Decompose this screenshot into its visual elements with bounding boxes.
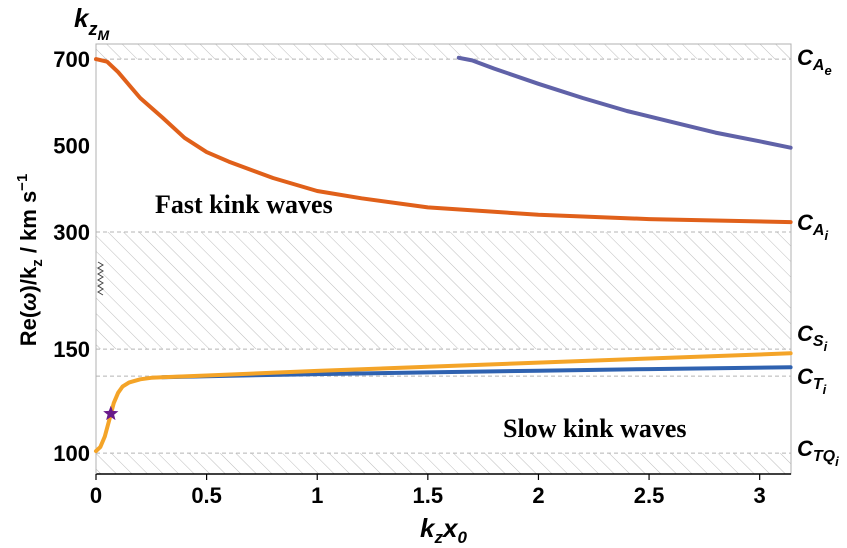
y-tick-label-2: 300: [53, 220, 90, 245]
x-tick-label-3: 1.5: [413, 483, 444, 508]
y-tick-label-4: 100: [53, 441, 90, 466]
y-tick-label-3: 150: [53, 337, 90, 362]
right-label-cti: CTi: [797, 364, 827, 397]
right-label-csi: CSi: [797, 321, 828, 354]
y-axis-label: Re(ω)/kz / km s−1: [14, 174, 46, 347]
xlabel-main2: x: [441, 513, 459, 543]
y-axis-top-title: kzM: [74, 3, 109, 43]
x-tick-label-1: 0.5: [191, 483, 222, 508]
axis-break-marker: [97, 261, 104, 296]
ticks-layer: 0 0.5 1 1.5 2 2.5 3 700 500 300 150 100: [53, 47, 766, 508]
x-tick-label-5: 2.5: [634, 483, 665, 508]
y-tick-label-1: 500: [53, 134, 90, 159]
x-axis-label: kzx0: [420, 513, 467, 547]
y-tick-label-0: 700: [53, 47, 90, 72]
ylabel-post: / km s: [16, 191, 41, 259]
y-top-title-main: k: [74, 3, 90, 33]
star-marker: [103, 405, 119, 421]
hatched-band-0: [96, 44, 791, 60]
ylabel-mid: )/k: [16, 266, 41, 292]
hatched-band-1: [96, 232, 791, 245]
hatched-band-3: [96, 453, 791, 474]
x-tick-label-2: 1: [311, 483, 323, 508]
marker-layer: [103, 405, 119, 421]
y-top-title-sub: z: [87, 19, 97, 39]
right-labels: CAe CAi CSi CTi CTQi: [797, 45, 839, 469]
y-top-title-subsub: M: [97, 27, 109, 43]
series-line-3: [94, 351, 793, 454]
xlabel-sub1: z: [433, 528, 443, 547]
xlabel-main: k: [420, 513, 436, 543]
ylabel-sup: −1: [14, 174, 31, 191]
ylabel-sub: z: [29, 259, 46, 267]
x-tick-label-4: 2: [532, 483, 544, 508]
annotation-slow-kink: Slow kink waves: [503, 414, 687, 443]
ylabel-pre: Re(: [16, 310, 41, 346]
hatched-band-2: [96, 245, 791, 350]
right-label-cai: CAi: [797, 210, 828, 243]
xlabel-sub2: 0: [457, 528, 467, 547]
x-tick-label-0: 0: [90, 483, 102, 508]
ylabel-omega: ω: [16, 292, 41, 310]
series-line-0: [94, 57, 793, 225]
hatched-bands: [96, 44, 791, 474]
series-layer: [94, 55, 793, 454]
series-line-1: [456, 55, 793, 150]
right-label-ctqi: CTQi: [797, 436, 839, 469]
x-tick-label-6: 3: [754, 483, 766, 508]
right-label-cae: CAe: [797, 45, 832, 78]
annotation-fast-kink: Fast kink waves: [155, 190, 333, 219]
